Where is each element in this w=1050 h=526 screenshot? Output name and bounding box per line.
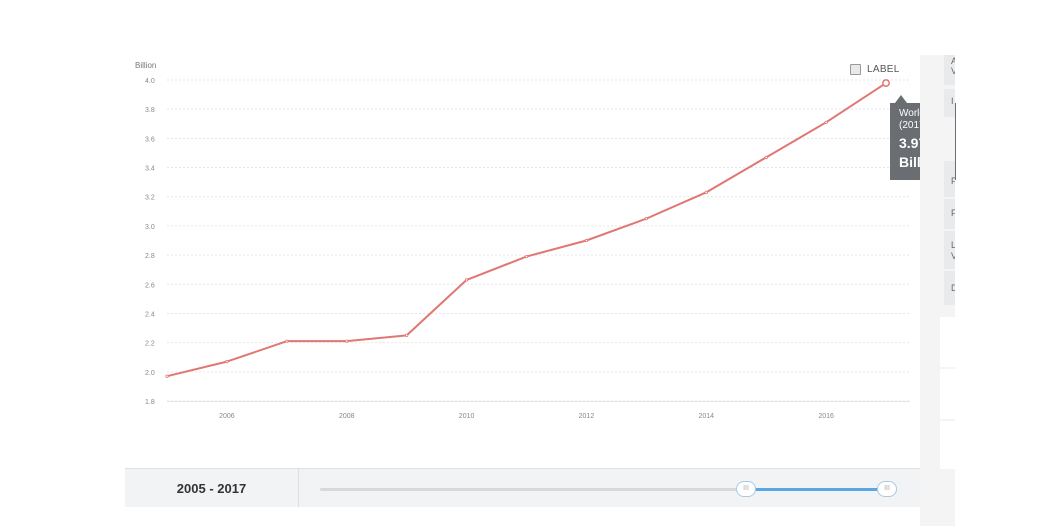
series-line [166, 82, 887, 378]
y-tick-label: 3.6 [145, 136, 155, 143]
y-tick-label: 1.8 [145, 399, 155, 406]
side-card-1 [940, 317, 955, 367]
y-tick-label: 3.8 [145, 107, 155, 114]
side-item-2[interactable]: I [944, 89, 955, 117]
label-checkbox[interactable] [850, 64, 861, 75]
y-tick-label: 2.8 [145, 253, 155, 260]
x-tick-label: 2014 [698, 413, 714, 420]
x-tick-label: 2016 [818, 413, 834, 420]
side-card-3 [940, 421, 955, 469]
data-point [524, 254, 529, 259]
data-point [345, 339, 349, 343]
data-point [405, 333, 409, 337]
tooltip-caret [895, 95, 907, 103]
data-point [824, 120, 828, 124]
y-tick-label: 3.0 [145, 224, 155, 231]
side-item-4[interactable]: F [944, 199, 955, 229]
y-unit-label: Billion [135, 61, 156, 70]
highlighted-point [882, 79, 890, 88]
line-chart: Billion 1.8 2.0 2.2 2.4 2.6 2.8 3.0 3.2 3.4 3.6 3.8… [135, 61, 910, 420]
side-card-2 [940, 369, 955, 419]
chart-panel: Billion 1.8 2.0 2.2 2.4 2.6 2.8 3.0 3.2 3.4 3.6 3.8… [125, 55, 920, 468]
range-track[interactable] [320, 488, 886, 491]
data-point [165, 374, 169, 378]
y-tick-label: 2.0 [145, 370, 155, 377]
y-tick-label: 2.6 [145, 282, 155, 289]
side-item-3[interactable]: F [944, 161, 955, 197]
y-tick-label: 2.4 [145, 311, 155, 318]
data-point [584, 238, 589, 243]
tooltip-year: (2017) [899, 120, 928, 131]
y-tick-label: 2.2 [145, 341, 155, 348]
range-selection [746, 488, 886, 491]
x-tick-label: 2008 [339, 413, 355, 420]
time-range-bar: 2005 - 2017 III III [125, 468, 920, 507]
side-item-6[interactable]: D [944, 271, 955, 305]
y-tick-label: 4.0 [145, 78, 155, 85]
data-point [644, 217, 648, 221]
x-tick-label: 2010 [459, 413, 475, 420]
x-tick-label: 2012 [579, 413, 595, 420]
data-point [704, 190, 708, 194]
data-point [464, 278, 469, 282]
y-tick-label: 3.4 [145, 166, 155, 173]
y-tick-label: 3.2 [145, 195, 155, 202]
data-point [764, 155, 768, 159]
range-start-handle[interactable]: III [736, 481, 756, 497]
range-label: 2005 - 2017 [125, 469, 299, 507]
data-point [225, 360, 229, 364]
x-tick-label: 2006 [219, 413, 235, 420]
data-point [285, 339, 289, 343]
label-toggle-text: LABEL [867, 64, 900, 75]
range-end-handle[interactable]: III [877, 481, 897, 497]
label-toggle[interactable]: LABEL [850, 64, 900, 75]
tooltip-series: World [899, 108, 925, 119]
